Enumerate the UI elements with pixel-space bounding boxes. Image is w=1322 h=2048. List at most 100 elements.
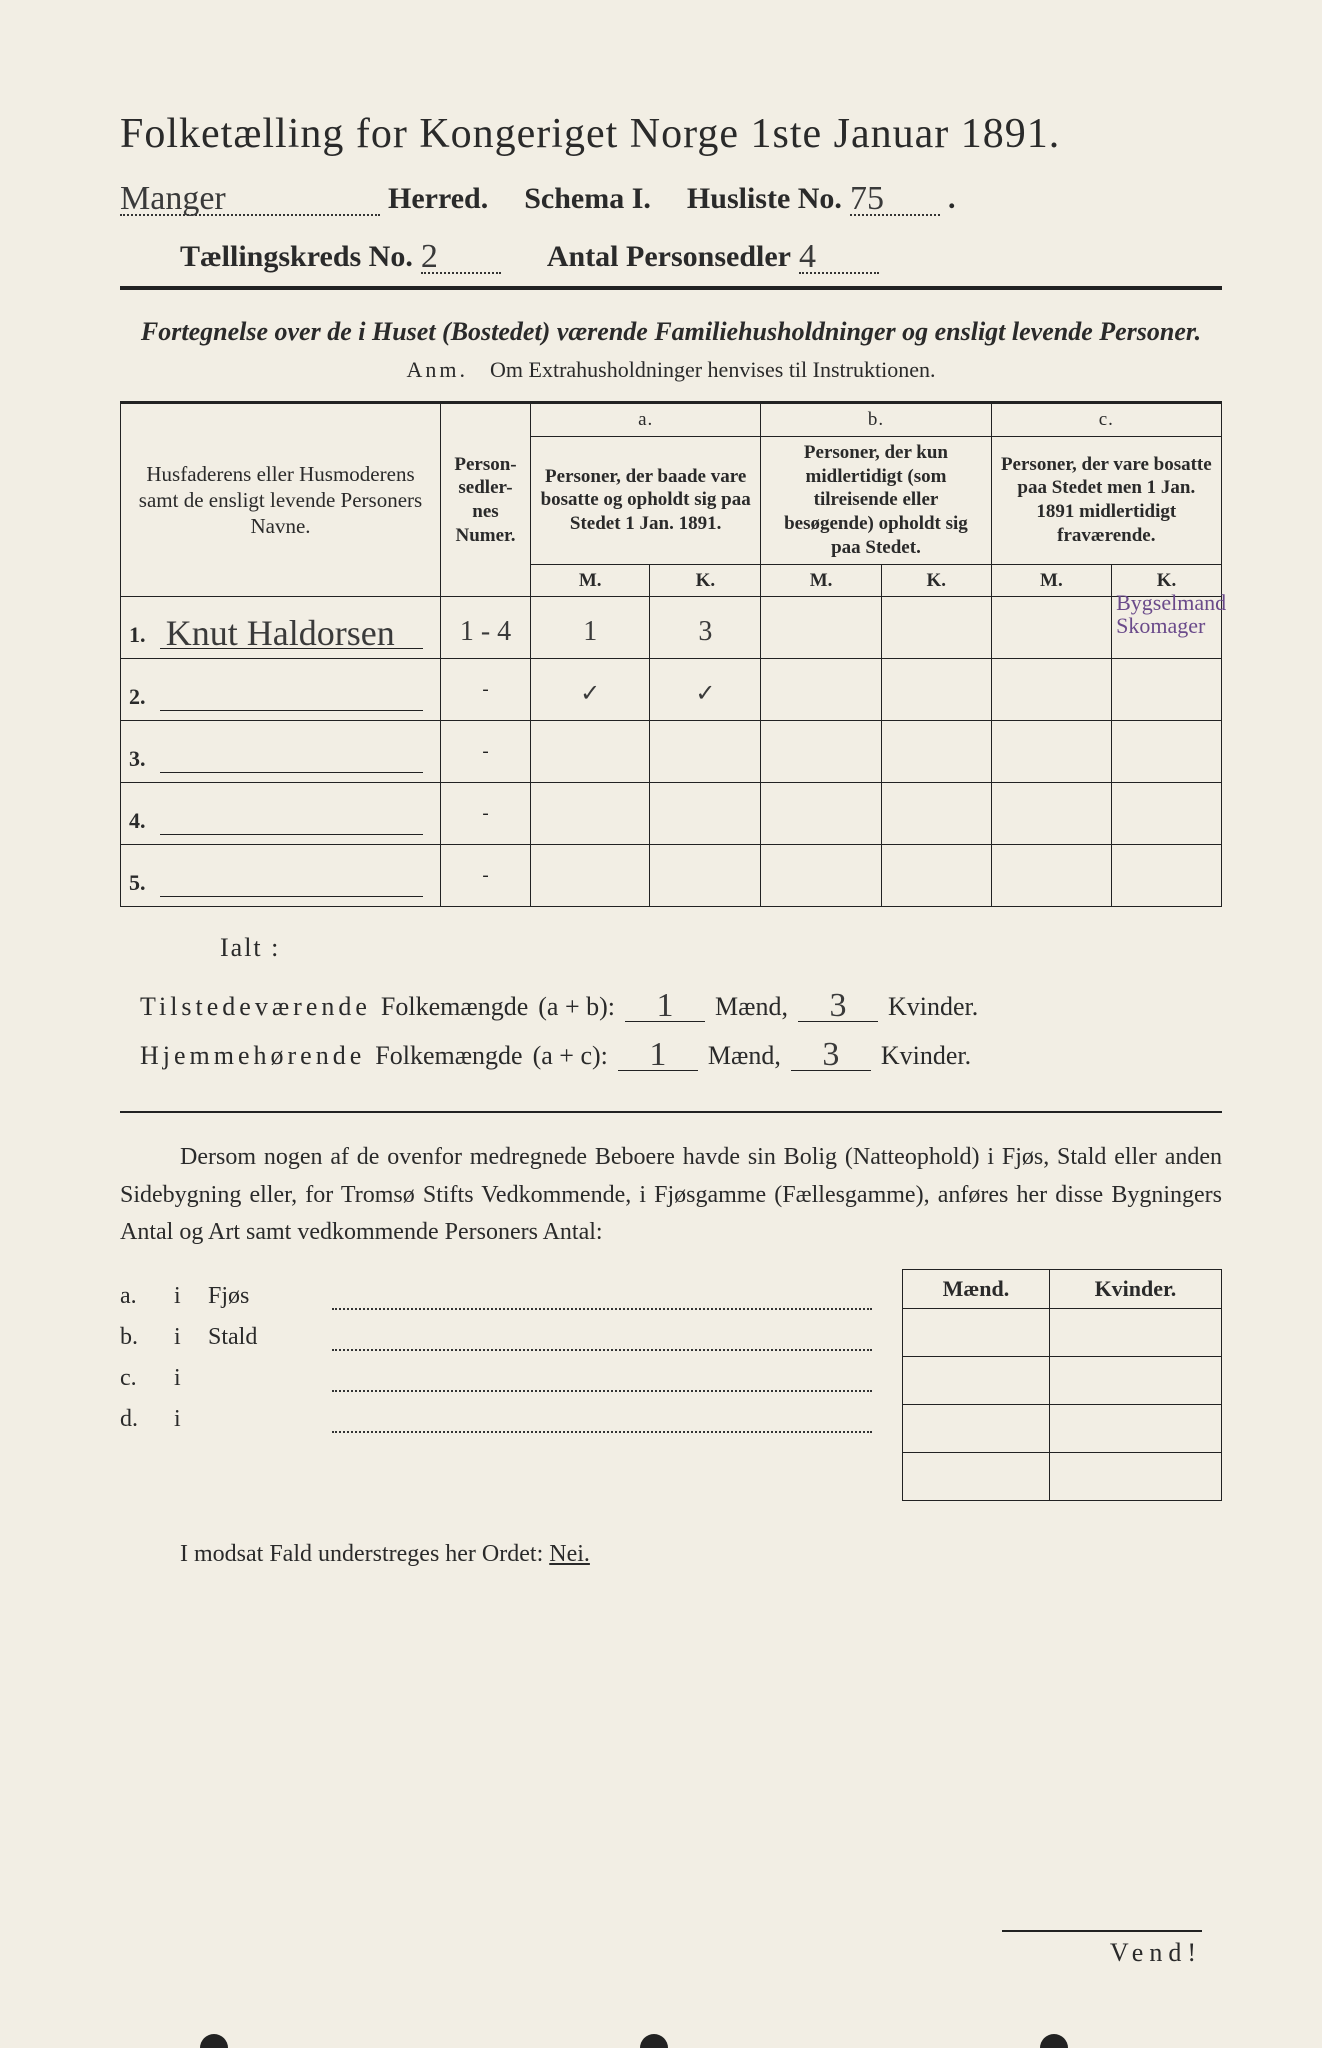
nei: Nei. — [549, 1541, 590, 1567]
subheading: Fortegnelse over de i Huset (Bostedet) v… — [120, 314, 1222, 349]
modsat-line: I modsat Fald understreges her Ordet: Ne… — [120, 1541, 1222, 1568]
sum-k2: 3 — [822, 1036, 839, 1073]
col-a-lbl: a. — [531, 403, 761, 437]
header-line-2: Manger Herred. Schema I. Husliste No. 75… — [120, 176, 1222, 216]
table-row — [903, 1308, 1222, 1356]
table-row: 3. — [121, 721, 1222, 783]
row-num: 3. — [129, 745, 155, 773]
dots — [332, 1327, 872, 1351]
abcd-row: c. i — [120, 1365, 872, 1392]
col-c-lbl: c. — [991, 403, 1221, 437]
ac-label: (a + c): — [533, 1041, 608, 1071]
row-numer: 1 - 4 — [460, 616, 511, 647]
table-row: 4. — [121, 783, 1222, 845]
row-note: Bygselmand Skomager — [1116, 591, 1226, 637]
row-num: 2. — [129, 683, 155, 711]
maend-label: Mænd, — [708, 1041, 781, 1071]
anm-lead: Anm. — [407, 357, 469, 382]
abcd-list: a. i Fjøs b. i Stald c. i d. i — [120, 1269, 872, 1501]
herred-label: Herred. — [388, 182, 488, 216]
abcd-row: b. i Stald — [120, 1324, 872, 1351]
i-label: i — [174, 1365, 194, 1392]
antal-value: 4 — [799, 238, 816, 275]
row-aK: ✓ — [695, 681, 715, 707]
abcd-l: c. — [120, 1365, 160, 1392]
abcd-l: a. — [120, 1283, 160, 1310]
small-table: Mænd. Kvinder. — [902, 1269, 1222, 1501]
modsat-text: I modsat Fald understreges her Ordet: — [180, 1541, 549, 1567]
rule-2 — [120, 1111, 1222, 1113]
row-num: 1. — [129, 621, 155, 649]
herred-value: Manger — [120, 180, 226, 217]
anm-line: Anm. Om Extrahusholdninger henvises til … — [120, 357, 1222, 383]
vend-label: Vend! — [1002, 1930, 1202, 1968]
i-label: i — [174, 1283, 194, 1310]
bottom-section: a. i Fjøs b. i Stald c. i d. i — [120, 1269, 1222, 1501]
page-title: Folketælling for Kongeriget Norge 1ste J… — [120, 110, 1222, 158]
folkem-label: Folkemængde — [375, 1041, 522, 1071]
col-numer: Person- sedler- nes Numer. — [441, 403, 531, 597]
binding-notch — [1040, 2034, 1068, 2048]
row-num: 4. — [129, 807, 155, 835]
tilstede-label: Tilstedeværende — [140, 992, 371, 1022]
abcd-row: a. i Fjøs — [120, 1283, 872, 1310]
paragraph: Dersom nogen af de ovenfor medregnede Be… — [120, 1139, 1222, 1251]
dots — [332, 1368, 872, 1392]
sum-k1: 3 — [829, 987, 846, 1024]
kreds-value: 2 — [421, 238, 438, 275]
husliste-label: Husliste No. — [687, 182, 842, 216]
i-label: i — [174, 1324, 194, 1351]
table-row: 2. ✓ ✓ — [121, 659, 1222, 721]
maend-label: Mænd, — [715, 992, 788, 1022]
col-names: Husfaderens eller Husmoderens samt de en… — [121, 403, 441, 597]
row-num: 5. — [129, 869, 155, 897]
dot: . — [948, 182, 956, 216]
folkem-label: Folkemængde — [381, 992, 528, 1022]
col-aM: M. — [531, 564, 650, 597]
table-row: 1. Knut Haldorsen 1 - 4 1 3 Bygselmand S… — [121, 597, 1222, 659]
sum-m2: 1 — [649, 1036, 666, 1073]
row-aM: ✓ — [580, 681, 600, 707]
hjemme-label: Hjemmehørende — [140, 1041, 365, 1071]
ab-label: (a + b): — [538, 992, 615, 1022]
i-label: i — [174, 1406, 194, 1433]
col-bK: K. — [881, 564, 991, 597]
antal-label: Antal Personsedler — [547, 240, 791, 274]
husliste-value: 75 — [850, 180, 884, 217]
dots — [332, 1409, 872, 1433]
abcd-l: b. — [120, 1324, 160, 1351]
col-b-txt: Personer, der kun midlertidigt (som tilr… — [761, 436, 991, 564]
row-aK: 3 — [698, 616, 712, 647]
small-maend: Mænd. — [903, 1269, 1050, 1308]
abcd-l: d. — [120, 1406, 160, 1433]
col-c-txt: Personer, der vare bosatte paa Stedet me… — [991, 436, 1221, 564]
binding-notch — [200, 2034, 228, 2048]
kreds-label: Tællingskreds No. — [180, 240, 413, 274]
table-row — [903, 1356, 1222, 1404]
abcd-type: Fjøs — [208, 1283, 318, 1310]
ialt-label: Ialt : — [220, 933, 1222, 963]
header-line-3: Tællingskreds No. 2 Antal Personsedler 4 — [180, 234, 1222, 274]
anm-text: Om Extrahusholdninger henvises til Instr… — [490, 357, 935, 382]
table-row — [903, 1452, 1222, 1500]
sum-present: Tilstedeværende Folkemængde (a + b): 1 M… — [140, 983, 1222, 1022]
row-name: Knut Haldorsen — [166, 611, 395, 652]
col-aK: K. — [650, 564, 761, 597]
row-aM: 1 — [583, 616, 597, 647]
schema-label: Schema I. — [524, 182, 651, 216]
abcd-row: d. i — [120, 1406, 872, 1433]
col-a-txt: Personer, der baade vare bosatte og opho… — [531, 436, 761, 564]
dots — [332, 1286, 872, 1310]
sum-resident: Hjemmehørende Folkemængde (a + c): 1 Mæn… — [140, 1032, 1222, 1071]
table-row: 5. — [121, 845, 1222, 907]
kvinder-label: Kvinder. — [888, 992, 978, 1022]
sum-m1: 1 — [657, 987, 674, 1024]
small-kvinder: Kvinder. — [1049, 1269, 1221, 1308]
abcd-type: Stald — [208, 1324, 318, 1351]
rule-1 — [120, 286, 1222, 290]
binding-notch — [640, 2034, 668, 2048]
main-table: Husfaderens eller Husmoderens samt de en… — [120, 401, 1222, 907]
kvinder-label: Kvinder. — [881, 1041, 971, 1071]
col-cM: M. — [991, 564, 1111, 597]
table-row — [903, 1404, 1222, 1452]
